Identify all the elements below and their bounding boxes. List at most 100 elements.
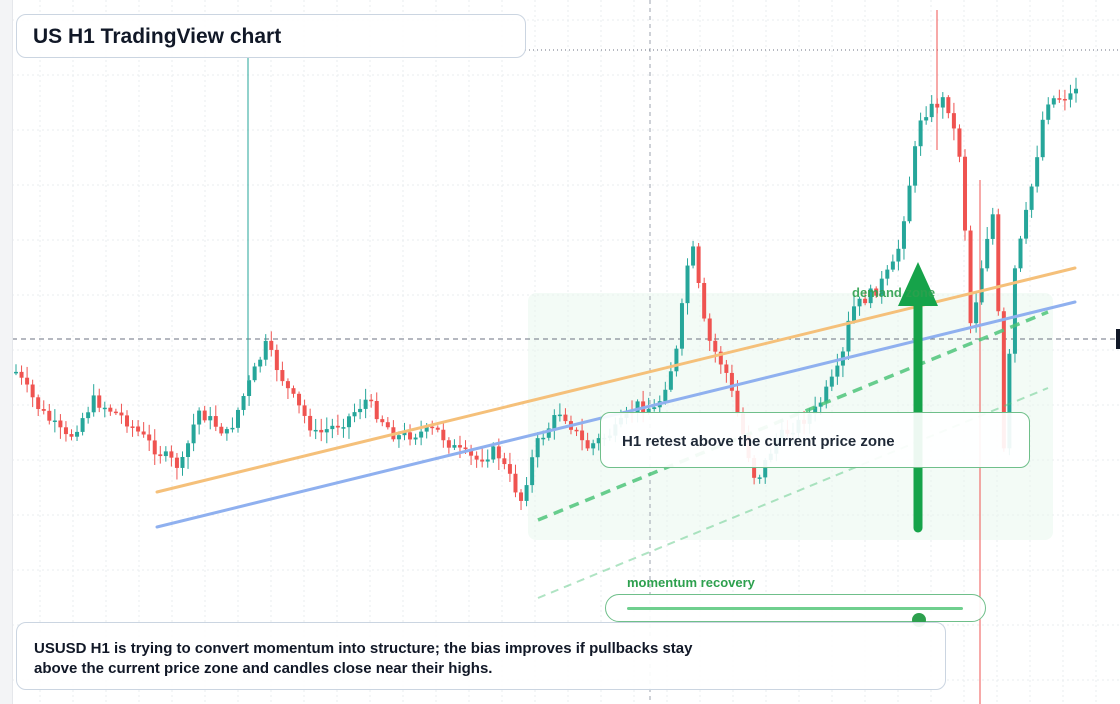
- analysis-note: USUSD H1 is trying to convert momentum i…: [16, 622, 946, 690]
- price-scale-marker: [1116, 329, 1120, 349]
- candle-body: [596, 438, 601, 444]
- candle-body: [402, 432, 407, 436]
- candle: [480, 448, 485, 468]
- candle-body: [102, 407, 107, 410]
- candle-body: [513, 473, 518, 493]
- candle: [474, 451, 479, 468]
- momentum-label: momentum recovery: [627, 575, 755, 590]
- candle: [985, 227, 990, 272]
- candle-body: [868, 288, 873, 304]
- candle: [1040, 111, 1045, 161]
- candle-body: [574, 429, 579, 432]
- candle-body: [974, 302, 979, 324]
- candle-body: [374, 401, 379, 420]
- projection-line-faint: [537, 387, 1049, 599]
- candle-body: [69, 434, 74, 437]
- candle-body: [224, 429, 229, 434]
- candle-body: [563, 414, 568, 422]
- candle: [346, 413, 351, 439]
- candle: [1074, 77, 1078, 103]
- candle: [524, 477, 529, 507]
- candle: [502, 452, 507, 470]
- candle: [341, 418, 346, 438]
- candle-body: [213, 416, 218, 427]
- candle: [907, 176, 912, 224]
- candle-body: [441, 429, 446, 441]
- candle-body: [901, 221, 906, 249]
- candle: [186, 440, 191, 469]
- candle-body: [202, 410, 207, 421]
- candle-body: [496, 446, 501, 459]
- candle: [446, 437, 451, 454]
- candle-body: [1051, 98, 1056, 105]
- candle-body: [169, 451, 174, 458]
- candle: [901, 216, 906, 260]
- demand-zone-label: demand zone: [852, 285, 936, 300]
- candle-body: [247, 380, 252, 397]
- candle-body: [646, 409, 651, 413]
- candle-body: [124, 415, 129, 427]
- candle-body: [1068, 93, 1073, 100]
- candle: [319, 418, 324, 442]
- candle: [91, 384, 96, 417]
- candle: [230, 417, 235, 433]
- candle: [113, 408, 118, 416]
- candle-body: [324, 429, 329, 433]
- candle: [1029, 183, 1034, 218]
- candle: [419, 420, 424, 446]
- candle-body: [729, 372, 734, 391]
- candle-body: [119, 412, 124, 416]
- candle-body: [829, 376, 834, 387]
- candle-body: [352, 412, 357, 417]
- candle-body: [241, 396, 246, 410]
- candle-body: [763, 460, 768, 478]
- candle-body: [1012, 268, 1017, 354]
- candle-body: [541, 437, 546, 440]
- candle: [979, 260, 984, 305]
- candle: [141, 422, 146, 438]
- candle: [679, 298, 684, 356]
- candle: [890, 254, 895, 272]
- candle-body: [358, 408, 363, 413]
- candle-body: [113, 411, 118, 414]
- candle: [946, 95, 951, 119]
- candle-body: [302, 405, 307, 416]
- candle: [197, 407, 202, 435]
- candle: [879, 271, 884, 304]
- candle: [940, 92, 945, 119]
- candle-body: [30, 384, 35, 398]
- candle: [430, 420, 435, 435]
- candle-body: [230, 427, 235, 430]
- candle: [574, 427, 579, 437]
- candle: [729, 364, 734, 398]
- candle: [108, 404, 113, 416]
- candle: [324, 417, 329, 444]
- candle-body: [208, 416, 213, 421]
- candle-body: [813, 406, 818, 414]
- candle-body: [663, 389, 668, 402]
- candle-body: [552, 415, 557, 429]
- candle: [302, 399, 307, 424]
- candle-body: [546, 428, 551, 438]
- candle-body: [913, 146, 918, 186]
- candle: [963, 149, 968, 241]
- candle-body: [419, 431, 424, 438]
- candle-body: [702, 282, 707, 319]
- candle-body: [191, 424, 196, 444]
- candle: [119, 403, 124, 424]
- candle-body: [86, 412, 91, 419]
- candle: [413, 433, 418, 445]
- candle-body: [835, 365, 840, 377]
- candle-body: [319, 429, 324, 433]
- candle: [557, 403, 562, 422]
- candle-body: [180, 456, 185, 468]
- candle-body: [502, 458, 507, 465]
- candle-body: [979, 268, 984, 303]
- candle-body: [668, 371, 673, 390]
- candle-body: [591, 443, 596, 449]
- candle-body: [674, 348, 679, 372]
- candle: [102, 401, 107, 418]
- candle-body: [346, 416, 351, 428]
- candle-body: [408, 432, 413, 440]
- candle: [874, 286, 879, 298]
